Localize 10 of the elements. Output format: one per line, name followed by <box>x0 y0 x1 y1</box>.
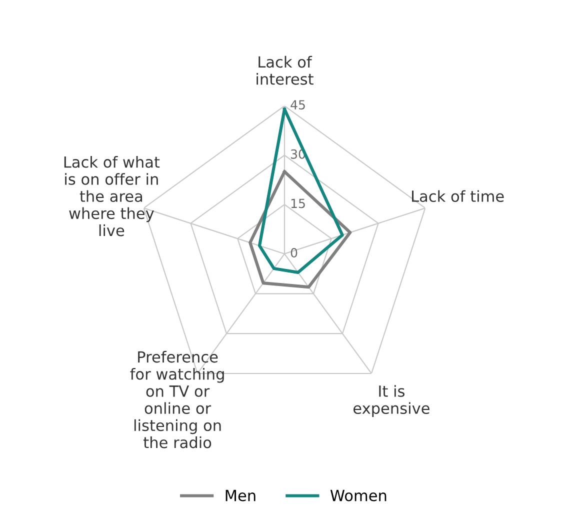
y-tick-label: 0 <box>290 248 298 258</box>
legend-label: Women <box>330 490 386 502</box>
y-tick-label: 15 <box>291 198 305 208</box>
legend-label: Men <box>226 490 256 502</box>
spoke-label: Lack of time <box>412 190 504 202</box>
spoke-label: It is expensive <box>354 385 430 417</box>
spoke-label: Lack of interest <box>256 56 314 85</box>
spoke-label: Preference for watching on TV or online or listening on the radio <box>130 350 224 448</box>
spoke-label: Lack of what is on offer in the area where they live <box>64 156 160 236</box>
y-tick-label: 45 <box>290 100 305 110</box>
